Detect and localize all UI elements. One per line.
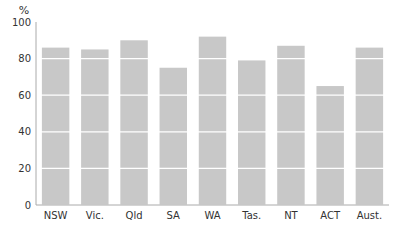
y-axis: 0 20 40 60 80 100: [12, 17, 36, 211]
chart-svg: 0 20 40 60 80 100 NSW Vic. Qld SA WA Tas. NT ACT Aust.…: [0, 0, 397, 227]
grid-line: [36, 204, 389, 205]
bar: [316, 86, 343, 205]
y-tick-label: 60: [18, 90, 31, 101]
y-axis-label: %: [19, 4, 29, 17]
bar: [160, 68, 187, 205]
y-tick-label: 20: [18, 163, 31, 174]
x-axis: NSW Vic. Qld SA WA Tas. NT ACT Aust.: [36, 205, 389, 221]
y-tick-label: 80: [18, 53, 31, 64]
grid-line: [36, 21, 389, 22]
bar: [199, 37, 226, 205]
chart-container: 0 20 40 60 80 100 NSW Vic. Qld SA WA Tas. NT ACT Aust.…: [0, 0, 397, 227]
x-tick-label: Aust.: [357, 210, 383, 221]
x-tick-label: ACT: [320, 210, 341, 221]
x-tick-label: Tas.: [241, 210, 261, 221]
grid-line: [36, 95, 389, 96]
x-tick-label: SA: [167, 210, 181, 221]
grid-line: [36, 168, 389, 169]
grid-line: [36, 131, 389, 132]
x-tick-label: Qld: [126, 210, 143, 221]
y-tick-label: 0: [25, 200, 31, 211]
grid-line: [36, 58, 389, 59]
bar: [81, 49, 108, 205]
y-tick-label: 100: [12, 17, 31, 28]
bar: [277, 46, 304, 205]
x-tick-label: Vic.: [86, 210, 104, 221]
y-axis-line: [36, 22, 37, 205]
bars: [42, 37, 383, 205]
bar: [356, 48, 383, 205]
bar: [42, 48, 69, 205]
bar: [238, 60, 265, 205]
y-tick-label: 40: [18, 126, 31, 137]
x-axis-line: [36, 205, 389, 206]
x-tick-label: NSW: [44, 210, 68, 221]
bar: [120, 40, 147, 205]
x-tick-label: NT: [284, 210, 298, 221]
grid: [36, 22, 389, 205]
x-tick-label: WA: [204, 210, 220, 221]
